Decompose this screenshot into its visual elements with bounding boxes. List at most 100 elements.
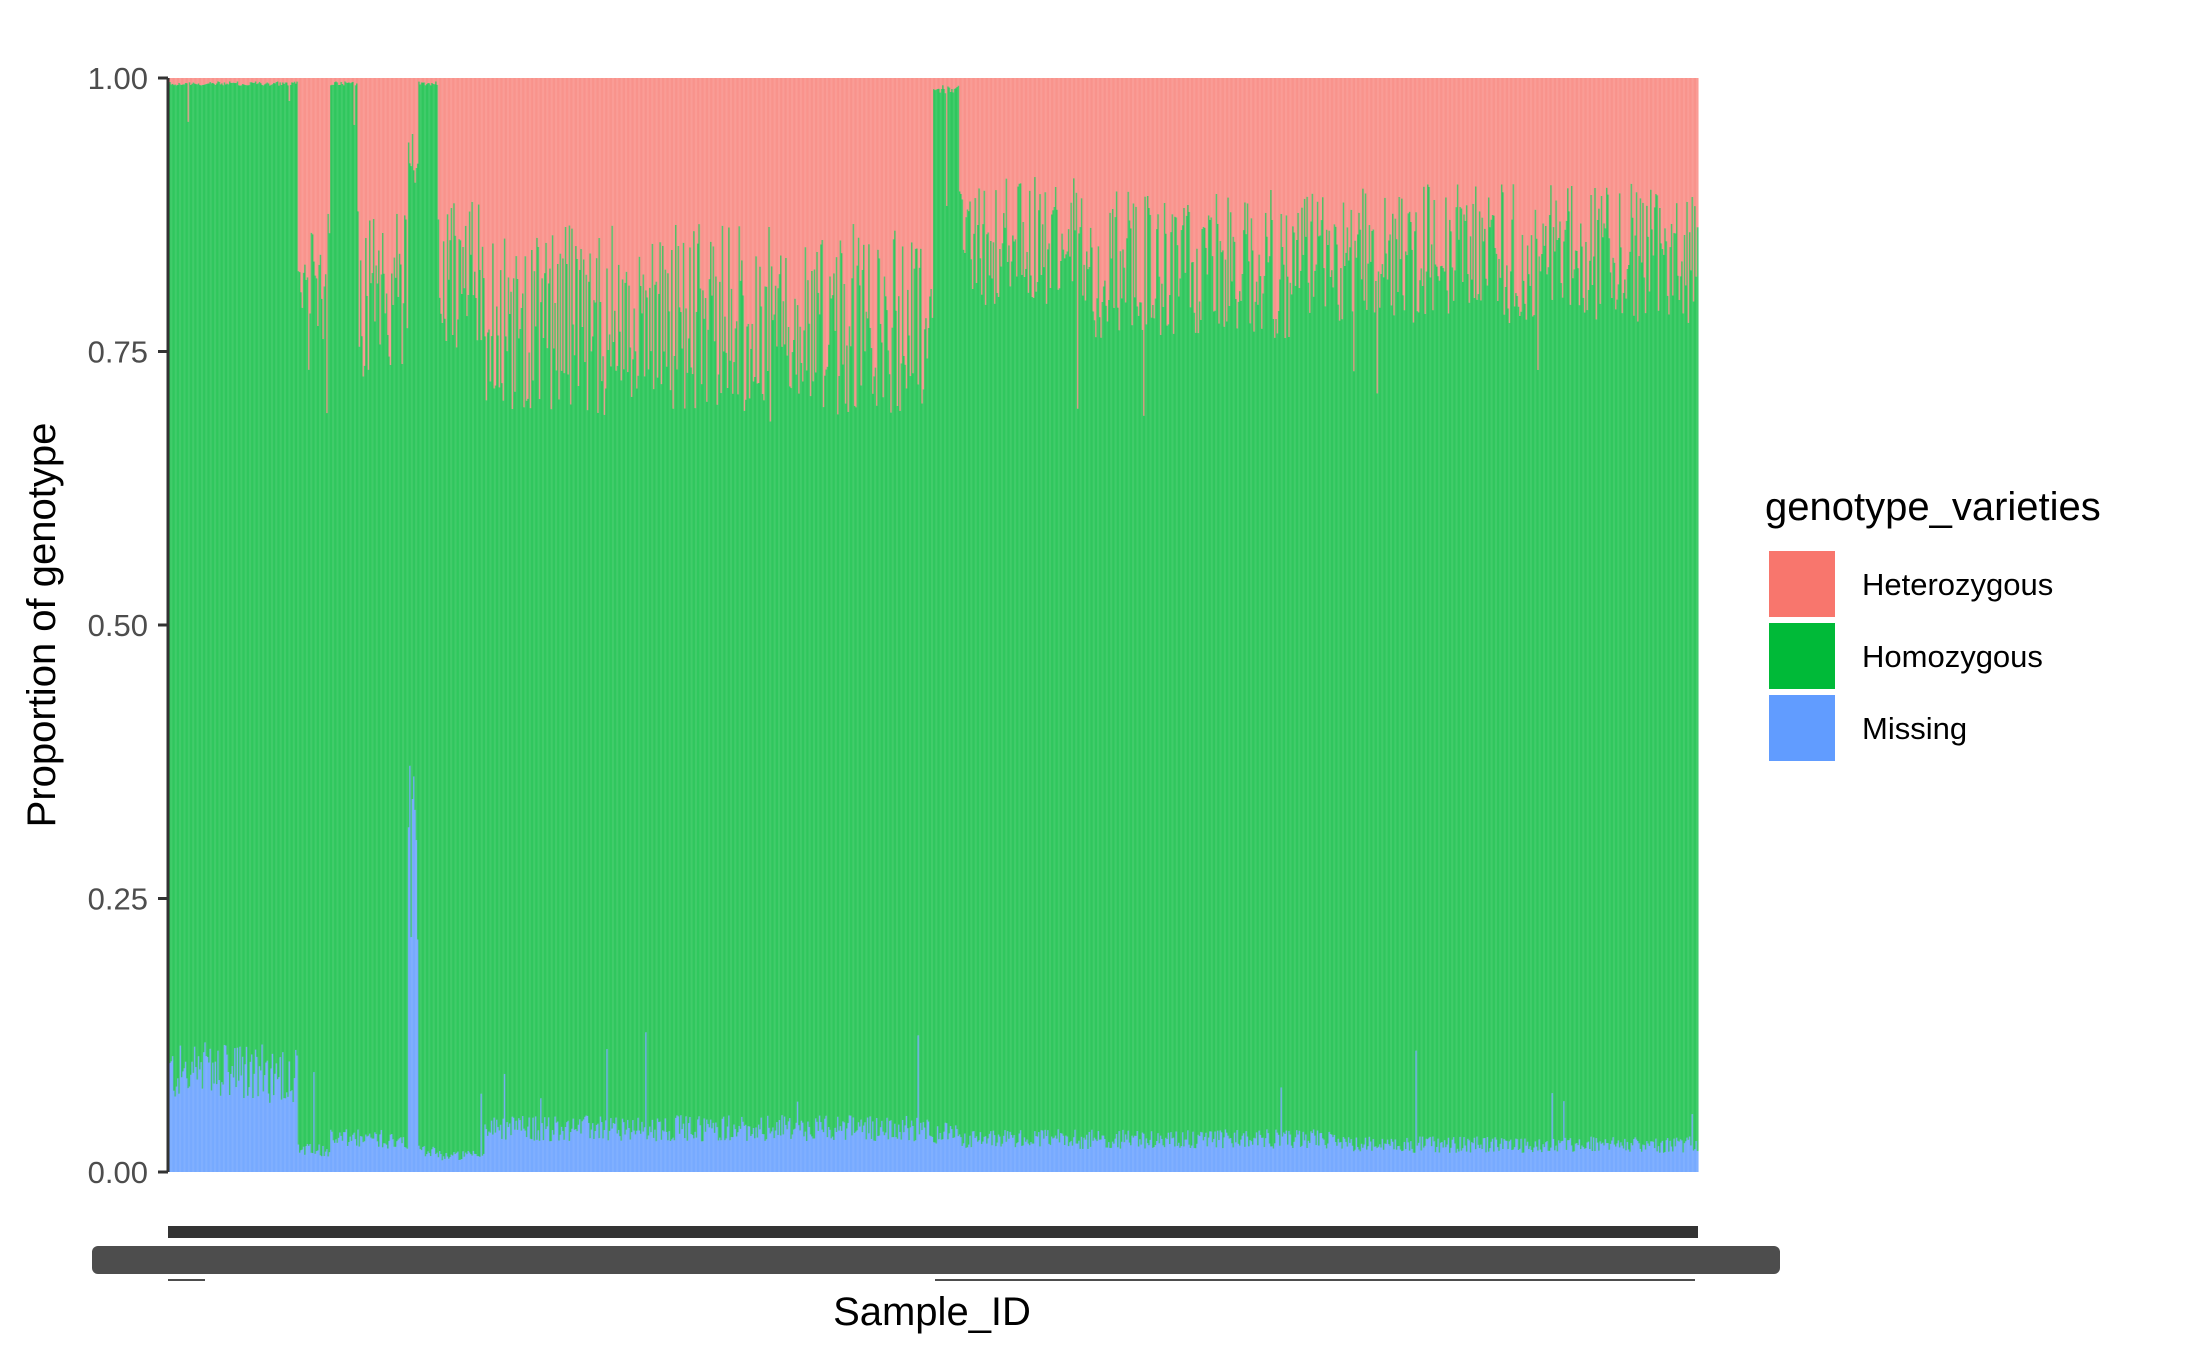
bar-homozygous <box>1627 264 1630 1150</box>
bar-missing <box>441 1160 444 1172</box>
bar-heterozygous <box>531 78 533 250</box>
bar-heterozygous <box>1486 78 1489 286</box>
bar-missing <box>1516 1139 1519 1172</box>
bar-homozygous <box>1530 235 1533 1150</box>
bar-heterozygous <box>1587 78 1590 290</box>
bar-homozygous <box>577 385 580 1125</box>
bar-missing <box>700 1141 703 1172</box>
bar-homozygous <box>942 85 944 1140</box>
bar-homozygous <box>856 265 859 1131</box>
bar-heterozygous <box>1690 78 1693 271</box>
bar-homozygous <box>1367 263 1370 1147</box>
bar-homozygous <box>831 295 834 1137</box>
bar-missing <box>410 937 413 1172</box>
bar-heterozygous <box>1439 78 1442 267</box>
bar-homozygous <box>206 83 209 1058</box>
bar-missing <box>394 1146 397 1172</box>
bar-heterozygous <box>612 78 615 342</box>
bar-heterozygous <box>721 78 724 226</box>
bar-missing <box>986 1143 989 1172</box>
bar-homozygous <box>1044 192 1047 1130</box>
bar-heterozygous <box>1294 78 1297 286</box>
bar-heterozygous <box>1363 78 1366 301</box>
bar-heterozygous <box>1430 78 1433 245</box>
bar-homozygous <box>564 226 567 1128</box>
bar-heterozygous <box>1432 78 1435 311</box>
bar-missing <box>1543 1147 1546 1172</box>
bar-missing <box>1327 1143 1330 1172</box>
bar-heterozygous <box>359 78 362 261</box>
bar-missing <box>1482 1138 1485 1172</box>
bar-homozygous <box>414 182 417 810</box>
bar-heterozygous <box>645 78 648 291</box>
bar-missing <box>1334 1142 1337 1172</box>
bar-heterozygous <box>1213 78 1215 312</box>
bar-homozygous <box>201 84 204 1089</box>
bar-homozygous <box>450 207 453 1155</box>
bar-missing <box>315 1151 318 1172</box>
bar-homozygous <box>973 233 976 1132</box>
bar-heterozygous <box>1516 78 1519 296</box>
bar-homozygous <box>196 84 199 1080</box>
bar-missing <box>615 1117 618 1172</box>
bar-homozygous <box>1185 215 1188 1140</box>
bar-heterozygous <box>362 78 365 377</box>
bar-missing <box>1235 1142 1238 1172</box>
bar-heterozygous <box>266 78 269 83</box>
bar-heterozygous <box>1248 78 1250 262</box>
bar-missing <box>900 1139 903 1172</box>
y-tick-label: 1.00 <box>88 61 148 96</box>
bar-homozygous <box>1258 254 1261 1131</box>
bar-missing <box>1417 1142 1420 1172</box>
bar-homozygous <box>971 288 974 1132</box>
bar-heterozygous <box>1459 78 1462 207</box>
bar-homozygous <box>1133 297 1136 1136</box>
bar-homozygous <box>1450 231 1453 1148</box>
bar-heterozygous <box>1542 78 1545 224</box>
bar-homozygous <box>949 91 952 1127</box>
bar-missing <box>1511 1149 1514 1172</box>
bar-heterozygous <box>1535 78 1538 239</box>
bar-heterozygous <box>1500 78 1503 185</box>
bar-homozygous <box>1524 303 1527 1139</box>
bar-homozygous <box>273 82 275 1096</box>
bar-heterozygous <box>542 78 545 338</box>
bar-homozygous <box>1154 298 1157 1146</box>
bar-homozygous <box>1158 276 1161 1144</box>
bar-heterozygous <box>1319 78 1322 236</box>
bar-missing <box>214 1061 217 1172</box>
bar-homozygous <box>920 248 922 1123</box>
bar-homozygous <box>1236 328 1239 1131</box>
bar-missing <box>955 1125 957 1172</box>
bar-heterozygous <box>662 78 664 246</box>
bar-missing <box>1419 1136 1422 1172</box>
bar-heterozygous <box>292 78 295 83</box>
bar-heterozygous <box>1240 78 1243 301</box>
bar-heterozygous <box>1302 78 1305 255</box>
bar-homozygous <box>1143 415 1145 1134</box>
bar-missing <box>436 1152 439 1172</box>
bar-missing <box>217 1050 220 1172</box>
bar-missing <box>400 1137 402 1172</box>
bar-homozygous <box>591 336 594 1124</box>
bar-homozygous <box>394 277 397 1147</box>
bar-missing <box>709 1119 712 1172</box>
bar-missing <box>235 1087 238 1172</box>
bar-homozygous <box>999 248 1002 1137</box>
bar-missing <box>1210 1131 1213 1172</box>
bar-heterozygous <box>344 78 347 82</box>
bar-heterozygous <box>1356 78 1359 235</box>
bar-homozygous <box>955 88 957 1126</box>
bar-homozygous <box>222 85 225 1085</box>
bar-missing <box>1321 1138 1324 1172</box>
bar-heterozygous <box>1143 78 1145 416</box>
bar-missing <box>702 1141 705 1172</box>
bar-homozygous <box>485 400 488 1130</box>
bar-homozygous <box>1546 274 1549 1142</box>
bar-homozygous <box>419 84 422 1150</box>
bar-missing <box>575 1129 578 1172</box>
bar-missing <box>311 1153 314 1172</box>
bar-homozygous <box>318 264 321 1145</box>
bar-homozygous <box>372 218 375 1139</box>
bar-missing <box>772 1127 775 1172</box>
